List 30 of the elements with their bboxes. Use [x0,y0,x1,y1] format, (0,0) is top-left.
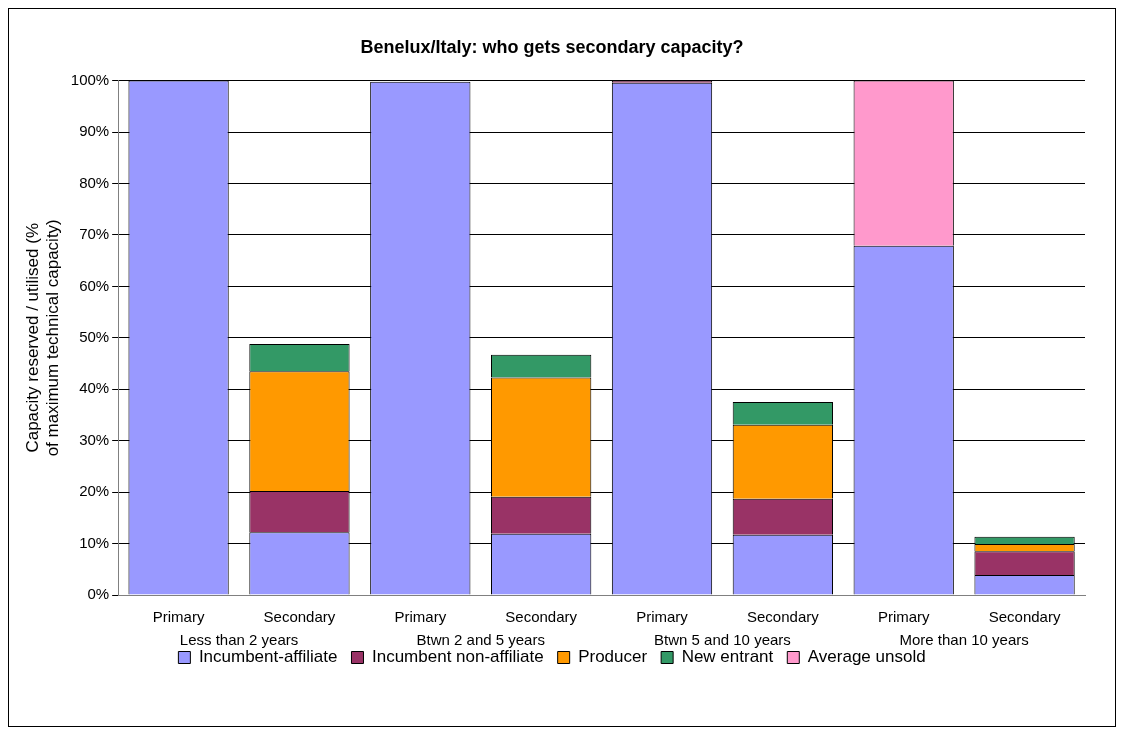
y-tick-label: 50% [79,327,110,345]
text: Btwn 2 and 5 years [416,630,545,648]
x-tick-label: Secondary [988,608,1061,626]
text: More than 10 years [899,630,1029,648]
y-tick-label: 100% [70,70,110,88]
x-tick-label: Secondary [263,608,336,626]
y-tick-label: 20% [79,482,110,500]
y-tick-label: 60% [79,276,110,294]
y-tick-label: 0% [87,585,110,603]
y-tick-label: 70% [79,225,110,243]
legend-label: New entrant [681,647,774,667]
chart-title: Benelux/Italy: who gets secondary capacity? [360,36,744,57]
legend-label: Producer [578,647,648,667]
legend-label: Incumbent-affiliate [198,647,338,667]
x-tick-label: Primary [394,608,447,626]
text: Btwn 5 and 10 years [654,630,791,648]
text: Less than 2 years [179,630,299,648]
x-tick-label: Secondary [747,608,820,626]
x-tick-label: Primary [877,608,931,626]
x-tick-label: Primary [152,608,205,626]
x-tick-label: Primary [636,608,689,626]
y-axis-title: Capacity reserved / utilised (% of maximum technical capacity) [22,219,63,457]
y-tick-label: 90% [79,122,110,140]
y-tick-label: 30% [79,430,110,448]
y-tick-label: 40% [79,379,110,397]
legend-label: Incumbent non-affiliate [371,647,544,667]
y-tick-label: 80% [79,173,110,191]
x-tick-label: Secondary [505,608,578,626]
legend-label: Average unsold [807,647,926,667]
y-tick-label: 10% [79,533,110,551]
